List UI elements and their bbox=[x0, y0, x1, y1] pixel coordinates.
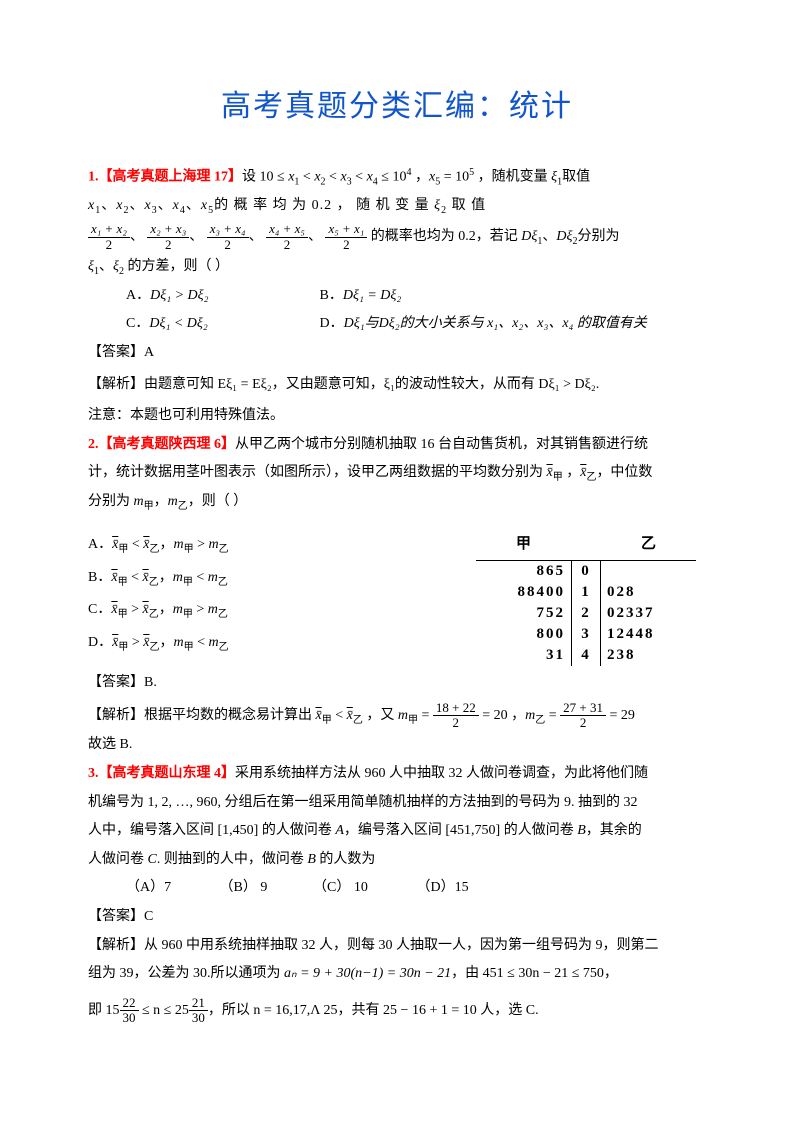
q2-answer: 【答案】B. bbox=[88, 670, 706, 697]
q3-source: 3.【高考真题山东理 4】 bbox=[88, 766, 235, 781]
q3-line2: 机编号为 1, 2, …, 960, 分组后在第一组采用简单随机抽样的方法抽到的… bbox=[88, 790, 706, 817]
q1-source: 1.【高考真题上海理 17】 bbox=[88, 170, 242, 185]
q3-options: （A）7 （B） 9 （C） 10 （D）15 bbox=[88, 875, 706, 902]
q1-line1: 1.【高考真题上海理 17】设 10 ≤ x1 < x2 < x3 < x4 ≤… bbox=[88, 163, 706, 191]
q2-optA: A．x̄甲 < x̄乙，m甲 > m乙 bbox=[88, 532, 446, 559]
q2-line3: 分别为 m甲，m乙，则（ ） bbox=[88, 489, 706, 516]
q2-source: 2.【高考真题陕西理 6】 bbox=[88, 437, 235, 452]
q2-explain1: 【解析】根据平均数的概念易计算出 x̄甲 < x̄乙 ，又 m甲 = 18 + … bbox=[88, 701, 706, 731]
q2-optC: C．x̄甲 > x̄乙，m甲 > m乙 bbox=[88, 597, 446, 624]
q2-line1: 2.【高考真题陕西理 6】从甲乙两个城市分别随机抽取 16 台自动售货机，对其销… bbox=[88, 432, 706, 459]
q3-explain3: 即 152230 ≤ n ≤ 252130，所以 n = 16,17,Λ 25，… bbox=[88, 996, 706, 1026]
q1-answer: 【答案】A bbox=[88, 340, 706, 367]
q3-line1: 3.【高考真题山东理 4】采用系统抽样方法从 960 人中抽取 32 人做问卷调… bbox=[88, 761, 706, 788]
q3-line3: 人中，编号落入区间 [1,450] 的人做问卷 A，编号落入区间 [451,75… bbox=[88, 818, 706, 845]
q2-optD: D．x̄甲 > x̄乙，m甲 < m乙 bbox=[88, 630, 446, 657]
q1-options-row2: C．Dξ₁ < Dξ₂ D．Dξ₁与Dξ₂的大小关系与 x₁、x₂、x₃、x₄ … bbox=[88, 311, 706, 338]
q3-explain2: 组为 39，公差为 30.所以通项为 aₙ = 9 + 30(n−1) = 30… bbox=[88, 961, 706, 988]
q2-explain2: 故选 B. bbox=[88, 732, 706, 759]
q3-line4: 人做问卷 C. 则抽到的人中，做问卷 B 的人数为 bbox=[88, 847, 706, 874]
q2-line2: 计，统计数据用茎叶图表示（如图所示），设甲乙两组数据的平均数分别为 x̄甲 ，x… bbox=[88, 460, 706, 487]
q2-optB: B．x̄甲 < x̄乙，m甲 < m乙 bbox=[88, 565, 446, 592]
q1-explain: 【解析】由题意可知 Eξ₁ = Eξ₂，又由题意可知，ξ₁的波动性较大，从而有 … bbox=[88, 372, 706, 399]
q1-line2: x1、x2、x3、x4、x5的 概 率 均 为 0.2 ， 随 机 变 量 ξ2… bbox=[88, 193, 706, 220]
page-title: 高考真题分类汇编：统计 bbox=[88, 78, 706, 135]
q1-line4: ξ1、ξ2 的方差，则（ ） bbox=[88, 254, 706, 281]
q1-note: 注意：本题也可利用特殊值法。 bbox=[88, 403, 706, 430]
q1-line3: x₁ + x₂2、 x₂ + x₃2、 x₃ + x₄2、 x₄ + x₅2、 … bbox=[88, 222, 706, 252]
q2-options-stemleaf: A．x̄甲 < x̄乙，m甲 > m乙 B．x̄甲 < x̄乙，m甲 < m乙 … bbox=[88, 526, 706, 667]
stemleaf-plot: 甲 乙 8650 884001028 752202337 800312448 3… bbox=[476, 530, 706, 667]
q3-explain1: 【解析】从 960 中用系统抽样抽取 32 人，则每 30 人抽取一人，因为第一… bbox=[88, 933, 706, 960]
q3-answer: 【答案】C bbox=[88, 904, 706, 931]
q1-options-row1: A．Dξ₁ > Dξ₂ B．Dξ₁ = Dξ₂ bbox=[88, 283, 706, 310]
